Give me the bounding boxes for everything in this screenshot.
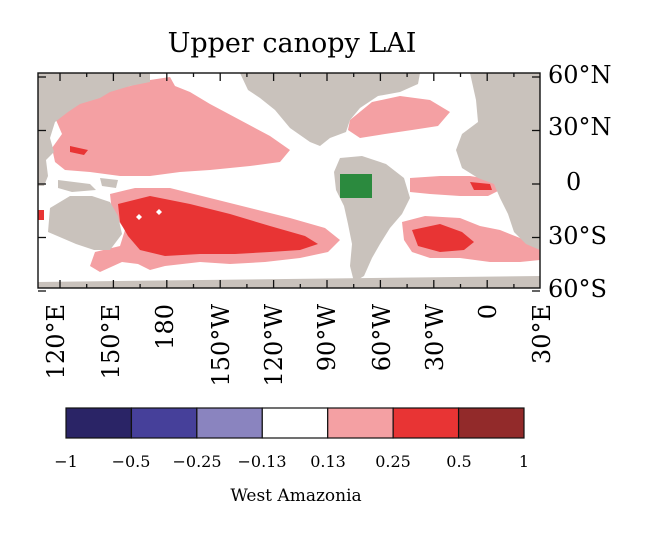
significance-markers xyxy=(136,209,162,220)
colorbar-label: 0.5 xyxy=(446,452,471,471)
lon-label-30e: 30°E xyxy=(528,304,556,364)
north-pacific-positive-region xyxy=(52,77,290,176)
colorbar-cell xyxy=(457,407,525,439)
colorbar-cell xyxy=(196,407,263,439)
map-frame xyxy=(37,72,541,289)
colorbar-label: −0.13 xyxy=(237,452,286,471)
lon-label-0: 0 xyxy=(474,304,502,319)
lon-label-30w: 30°W xyxy=(421,304,449,372)
colorbar-labels: −1 −0.5 −0.25 −0.13 0.13 0.25 0.5 1 xyxy=(54,452,529,471)
antarctica-landmass xyxy=(38,276,540,288)
colorbar-label: −0.25 xyxy=(172,452,221,471)
asia-landmass xyxy=(38,73,150,186)
south-atlantic-strong-region xyxy=(412,224,474,252)
north-america-landmass xyxy=(240,73,420,146)
significance-marker xyxy=(136,214,142,220)
significance-marker xyxy=(156,209,162,215)
lat-label-60s: 60°S xyxy=(548,275,607,303)
colorbar-caption: West Amazonia xyxy=(230,486,361,506)
colorbar-cell xyxy=(327,407,394,439)
lat-label-0: 0 xyxy=(566,168,581,196)
western-edge-strong-spot xyxy=(38,210,44,220)
colorbar-cell xyxy=(65,407,133,439)
latitude-labels: 60°N 30°N 0 30°S 60°S xyxy=(548,61,612,303)
lat-label-30n: 30°N xyxy=(548,113,612,141)
indonesia-islands xyxy=(58,178,118,192)
colorbar-label: −0.5 xyxy=(112,452,151,471)
lon-label-60w: 60°W xyxy=(368,304,396,372)
west-amazonia-box xyxy=(340,174,372,198)
lon-label-150e: 150°E xyxy=(97,304,125,379)
africa-europe-landmass xyxy=(456,73,540,250)
north-pacific-strong-spot xyxy=(70,146,88,155)
colorbar xyxy=(65,407,525,439)
colorbar-label: −1 xyxy=(54,452,78,471)
lon-label-120e: 120°E xyxy=(42,304,70,379)
map-title: Upper canopy LAI xyxy=(168,28,417,59)
tropical-atlantic-positive-region xyxy=(410,176,500,196)
colorbar-cell xyxy=(130,407,198,439)
colorbar-cell xyxy=(392,407,460,439)
lat-label-30s: 30°S xyxy=(548,222,607,250)
south-pacific-strong-region xyxy=(118,196,318,256)
colorbar-label: 0.25 xyxy=(375,452,411,471)
lon-label-120w: 120°W xyxy=(260,304,288,387)
lon-label-180: 180 xyxy=(151,304,179,350)
australia-landmass xyxy=(48,196,122,250)
longitude-labels: 120°E 150°E 180 150°W 120°W 90°W 60°W 30… xyxy=(42,304,556,387)
lat-label-60n: 60°N xyxy=(548,61,612,89)
map-ticks xyxy=(38,73,540,292)
equatorial-atlantic-strong-region xyxy=(470,182,492,190)
lon-label-90w: 90°W xyxy=(313,304,341,372)
colorbar-label: 0.13 xyxy=(310,452,346,471)
colorbar-cell xyxy=(261,407,329,439)
lon-label-150w: 150°W xyxy=(207,304,235,387)
colorbar-label: 1 xyxy=(519,452,529,471)
map-panel xyxy=(37,72,541,292)
north-atlantic-positive-region xyxy=(348,96,450,138)
